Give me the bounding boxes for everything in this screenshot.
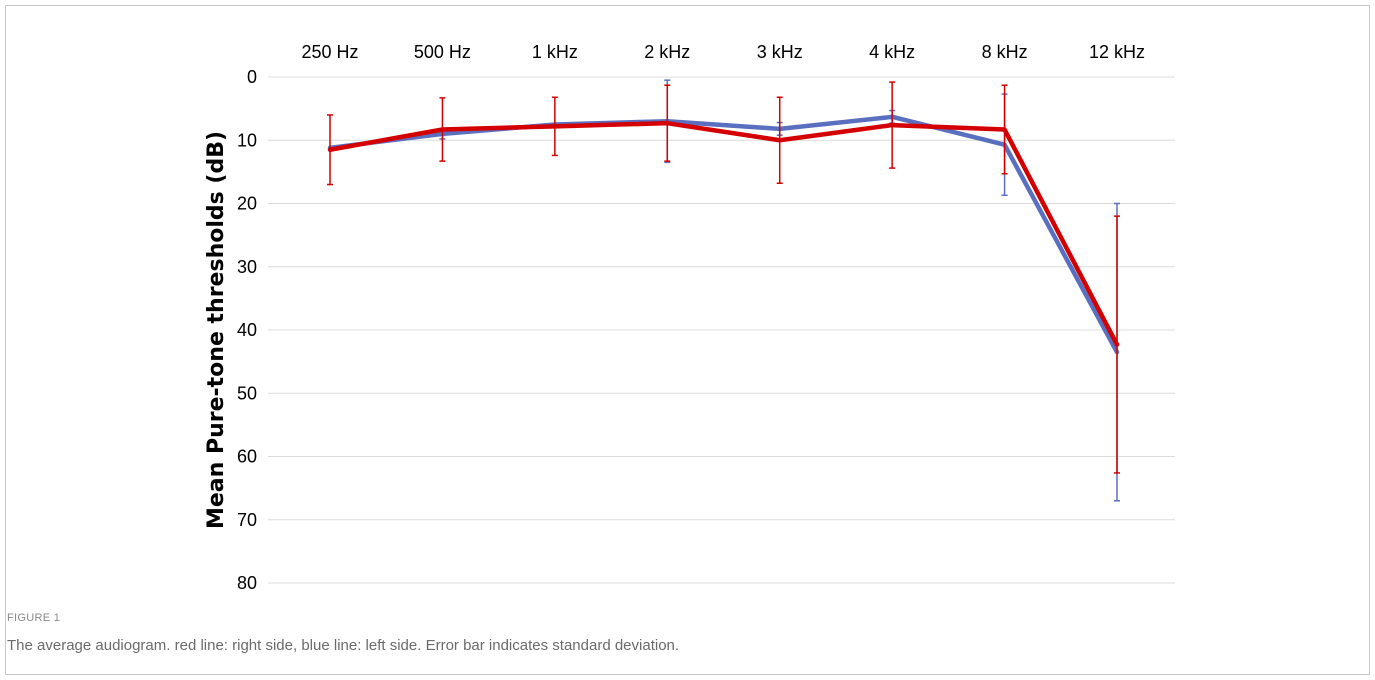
x-tick-label: 12 kHz <box>1089 42 1145 62</box>
series-line-right <box>327 120 1120 347</box>
y-axis-ticks: 0 10 20 30 40 50 60 70 80 <box>237 67 257 593</box>
y-tick-label: 40 <box>237 320 257 340</box>
y-tick-label: 50 <box>237 383 257 403</box>
x-tick-label: 4 kHz <box>869 42 915 62</box>
x-axis-ticks: 250 Hz 500 Hz 1 kHz 2 kHz 3 kHz 4 kHz 8 kHz 12 … <box>301 42 1145 62</box>
line-chart: 0 10 20 30 40 50 60 70 80 250 Hz 500 Hz 1 kHz 2 kHz… <box>204 42 1175 593</box>
x-tick-label: 250 Hz <box>301 42 358 62</box>
series-right <box>327 81 1120 474</box>
x-tick-label: 8 kHz <box>982 42 1028 62</box>
y-tick-label: 70 <box>237 510 257 530</box>
series-left <box>327 79 1120 502</box>
y-tick-label: 20 <box>237 194 257 214</box>
x-tick-label: 3 kHz <box>757 42 803 62</box>
figure-label: FIGURE 1 <box>7 612 61 624</box>
y-tick-label: 30 <box>237 257 257 277</box>
y-tick-label: 10 <box>237 130 257 150</box>
y-tick-label: 80 <box>237 573 257 593</box>
x-tick-label: 2 kHz <box>644 42 690 62</box>
y-axis-title: Mean Pure-tone thresholds (dB) <box>204 131 229 529</box>
grid-lines <box>268 76 1175 584</box>
figure-frame <box>5 5 1370 675</box>
series-line-left <box>327 114 1120 355</box>
x-tick-label: 1 kHz <box>532 42 578 62</box>
x-tick-label: 500 Hz <box>414 42 471 62</box>
y-tick-label: 60 <box>237 447 257 467</box>
figure-caption: The average audiogram. red line: right s… <box>7 637 680 654</box>
y-tick-label: 0 <box>247 67 257 87</box>
series-lines <box>327 79 1120 502</box>
